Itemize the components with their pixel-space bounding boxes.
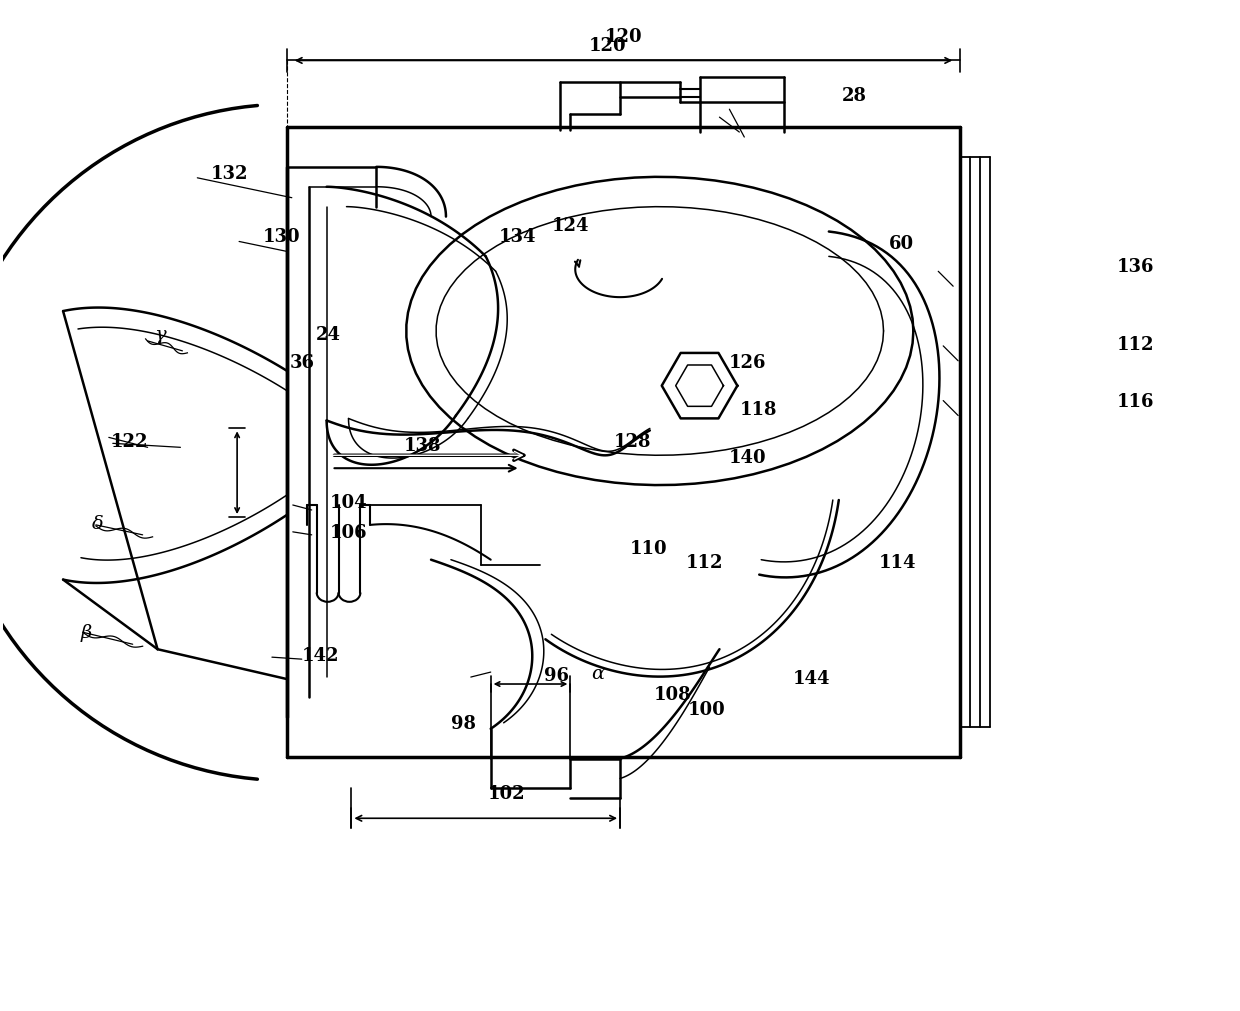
Text: 110: 110 xyxy=(630,540,667,558)
Text: 60: 60 xyxy=(889,236,914,253)
Text: 104: 104 xyxy=(330,494,368,513)
Text: 120: 120 xyxy=(589,37,626,55)
Text: 132: 132 xyxy=(211,165,248,183)
Text: 28: 28 xyxy=(842,87,867,105)
Text: 112: 112 xyxy=(1117,336,1154,354)
Text: 126: 126 xyxy=(729,354,766,372)
Text: 134: 134 xyxy=(500,228,537,246)
Text: α: α xyxy=(591,665,605,683)
Text: 112: 112 xyxy=(686,554,723,572)
Text: 96: 96 xyxy=(543,667,569,685)
Text: 130: 130 xyxy=(263,228,300,246)
Text: β: β xyxy=(81,624,92,642)
Text: 144: 144 xyxy=(792,670,830,688)
Text: 124: 124 xyxy=(552,217,590,235)
Text: 138: 138 xyxy=(404,437,441,455)
Text: 98: 98 xyxy=(451,715,476,733)
Text: 122: 122 xyxy=(110,433,149,451)
Text: 142: 142 xyxy=(301,647,340,665)
Text: 24: 24 xyxy=(315,326,341,344)
Text: 128: 128 xyxy=(614,433,651,451)
Text: 106: 106 xyxy=(330,524,368,542)
Text: δ: δ xyxy=(92,515,104,533)
Text: 100: 100 xyxy=(688,701,725,719)
Text: 36: 36 xyxy=(289,354,315,372)
Text: 102: 102 xyxy=(487,786,526,803)
Text: 136: 136 xyxy=(1117,258,1154,276)
Text: 108: 108 xyxy=(653,685,691,704)
Text: 120: 120 xyxy=(605,27,642,45)
Text: γ: γ xyxy=(154,326,165,344)
Text: 140: 140 xyxy=(729,449,766,467)
Text: 118: 118 xyxy=(739,401,777,419)
Text: 114: 114 xyxy=(879,554,916,572)
Text: 116: 116 xyxy=(1117,393,1154,410)
